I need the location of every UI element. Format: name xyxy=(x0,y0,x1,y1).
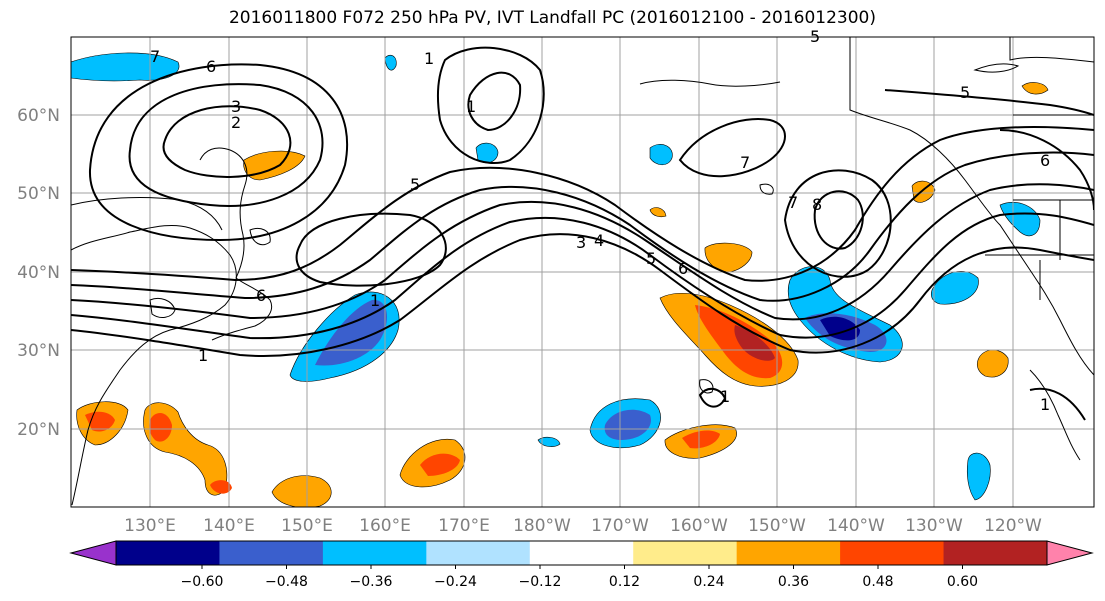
lon-label: 150°E xyxy=(281,516,333,536)
colorbar-tick-label: 0.12 xyxy=(609,574,640,590)
contour-label: 1 xyxy=(424,49,434,68)
positive-ivt-patches xyxy=(76,82,1049,507)
colorbar-tick-label: 0.36 xyxy=(778,574,809,590)
colorbar-segment xyxy=(529,541,634,565)
colorbar-segment xyxy=(116,541,220,565)
contour-label: 1 xyxy=(370,291,380,310)
lat-label: 40°N xyxy=(17,263,60,283)
lon-label: 160°E xyxy=(359,516,411,536)
lon-label: 170°E xyxy=(438,516,490,536)
contour-label: 1 xyxy=(198,346,208,365)
lat-label: 20°N xyxy=(17,420,60,440)
lon-label: 180°W xyxy=(513,516,571,536)
colorbar-extend-low xyxy=(69,540,117,566)
colorbar: −0.60 −0.48 −0.36 −0.24 −0.12 0.12 0.24 0.36 0.4… xyxy=(69,540,1094,590)
figure-title: 2016011800 F072 250 hPa PV, IVT Landfall… xyxy=(228,8,876,28)
pv-contours xyxy=(71,46,1094,421)
colorbar-frame xyxy=(115,540,1048,566)
longitude-labels: 130°E 140°E 150°E 160°E 170°E 180°W 170°… xyxy=(124,516,1042,536)
colorbar-tick-label: −0.12 xyxy=(519,574,562,590)
contour-label: 2 xyxy=(231,113,241,132)
colorbar-tick-label: −0.60 xyxy=(181,574,224,590)
contour-label: 3 xyxy=(576,233,586,252)
colorbar-tick-label: 0.24 xyxy=(693,574,724,590)
lon-label: 140°W xyxy=(827,516,885,536)
contour-label: 7 xyxy=(740,153,750,172)
latitude-labels: 60°N 50°N 40°N 30°N 20°N xyxy=(17,106,60,440)
contour-label: 6 xyxy=(1040,151,1050,170)
lon-label: 140°E xyxy=(203,516,255,536)
contour-label: 6 xyxy=(206,57,216,76)
contour-label: 7 xyxy=(788,193,798,212)
colorbar-segment xyxy=(426,541,531,565)
lat-label: 50°N xyxy=(17,184,60,204)
contour-label: 1 xyxy=(466,97,476,116)
colorbar-segment xyxy=(736,541,841,565)
contour-label: 6 xyxy=(678,259,688,278)
colorbar-segment xyxy=(840,541,945,565)
contour-label: 1 xyxy=(720,387,730,406)
colorbar-segment xyxy=(322,541,427,565)
lon-label: 120°W xyxy=(984,516,1042,536)
colorbar-tick-label: 0.60 xyxy=(947,574,978,590)
contour-label: 5 xyxy=(410,175,420,194)
map-frame xyxy=(70,36,1095,508)
colorbar-segment xyxy=(219,541,324,565)
contour-label: 4 xyxy=(594,231,604,250)
lon-label: 130°W xyxy=(905,516,963,536)
contour-label: 5 xyxy=(646,249,656,268)
contour-label: 6 xyxy=(256,286,266,305)
lat-label: 30°N xyxy=(17,341,60,361)
contour-labels: 7 6 3 2 5 6 1 1 1 3 4 5 6 7 7 8 5 6 1 1 … xyxy=(150,27,1050,414)
contour-label: 7 xyxy=(150,47,160,66)
colorbar-segment xyxy=(633,541,738,565)
colorbar-tick-label: −0.24 xyxy=(434,574,477,590)
lat-label: 60°N xyxy=(17,106,60,126)
lon-label: 170°W xyxy=(591,516,649,536)
colorbar-tick-label: 0.48 xyxy=(862,574,893,590)
colorbar-extend-high xyxy=(1046,540,1094,566)
contour-label: 3 xyxy=(231,97,241,116)
colorbar-segment xyxy=(943,541,1048,565)
lon-label: 150°W xyxy=(748,516,806,536)
colorbar-tick-label: −0.36 xyxy=(350,574,393,590)
lon-label: 130°E xyxy=(124,516,176,536)
contour-label: 1 xyxy=(1040,395,1050,414)
contour-label: 5 xyxy=(960,83,970,102)
colorbar-tick-label: −0.48 xyxy=(265,574,308,590)
contour-label: 8 xyxy=(812,195,822,214)
lon-label: 160°W xyxy=(670,516,728,536)
